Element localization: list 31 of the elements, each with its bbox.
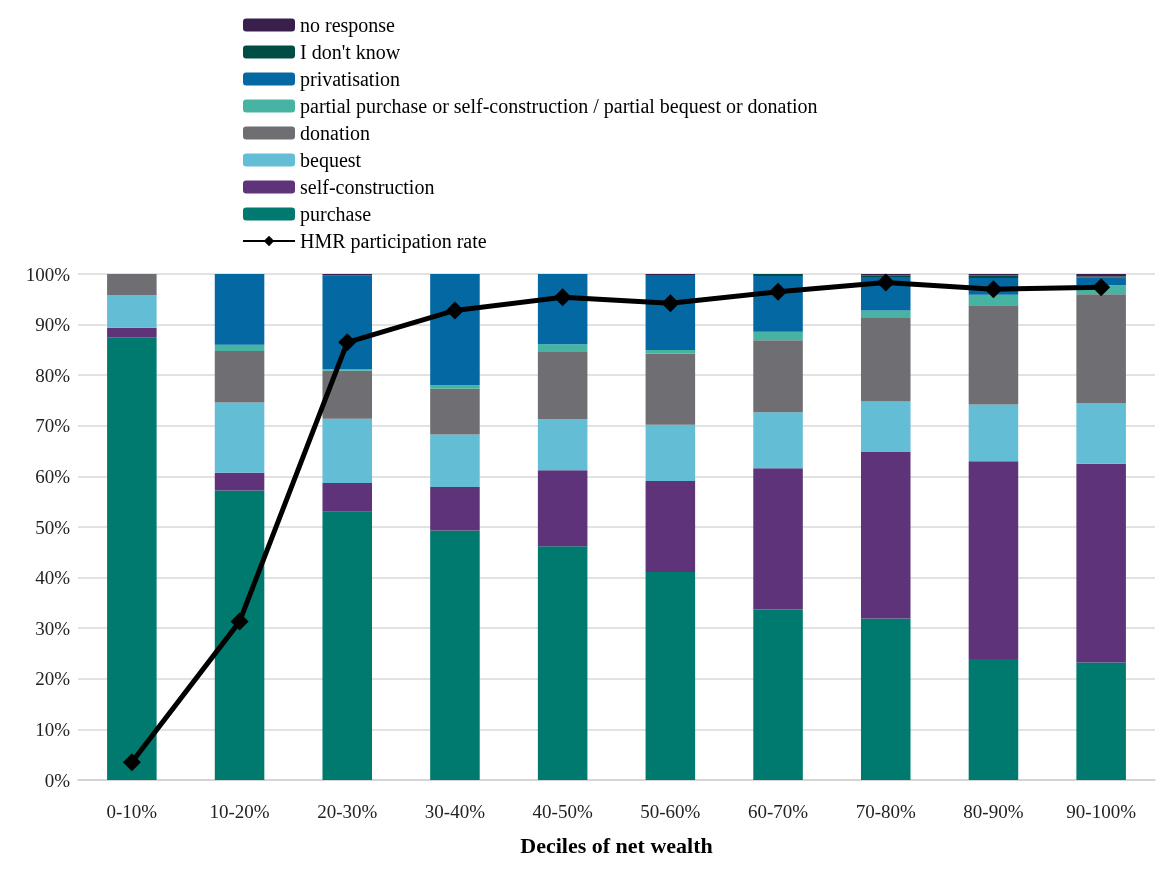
x-tick-label: 10-20% — [209, 801, 270, 822]
x-tick-label: 40-50% — [532, 801, 593, 822]
y-tick-label: 30% — [35, 617, 71, 639]
x-axis-title: Deciles of net wealth — [520, 832, 713, 858]
x-tick-label: 90-100% — [1066, 801, 1137, 822]
x-tick-label: 50-60% — [640, 801, 701, 822]
legend-label: no response — [300, 14, 396, 37]
x-tick-label: 80-90% — [963, 801, 1024, 822]
y-tick-label: 50% — [35, 516, 71, 538]
y-tick-label: 20% — [35, 668, 71, 690]
legend-label: purchase — [300, 203, 372, 226]
legend-label: donation — [300, 122, 370, 144]
y-tick-label: 90% — [35, 314, 71, 336]
x-tick-label: 20-30% — [317, 801, 378, 822]
legend-label: HMR participation rate — [300, 230, 487, 253]
x-tick-label: 0-10% — [106, 801, 158, 822]
legend-label: partial purchase or self-construction / partial bequest or donation — [300, 95, 818, 118]
legend-label: bequest — [300, 149, 362, 172]
legend-label: privatisation — [300, 68, 400, 91]
y-tick-label: 70% — [35, 415, 71, 437]
y-tick-label: 40% — [35, 567, 71, 589]
y-tick-label: 10% — [35, 718, 71, 740]
y-tick-label: 100% — [25, 263, 71, 285]
x-tick-label: 70-80% — [855, 801, 916, 822]
x-tick-label: 30-40% — [424, 801, 486, 822]
x-tick-label: 60-70% — [747, 801, 809, 822]
legend-label: self-construction — [300, 176, 435, 198]
legend-label: I don't know — [300, 41, 401, 63]
y-tick-label: 0% — [44, 769, 71, 791]
y-tick-label: 60% — [35, 465, 71, 487]
y-tick-label: 80% — [35, 364, 71, 386]
